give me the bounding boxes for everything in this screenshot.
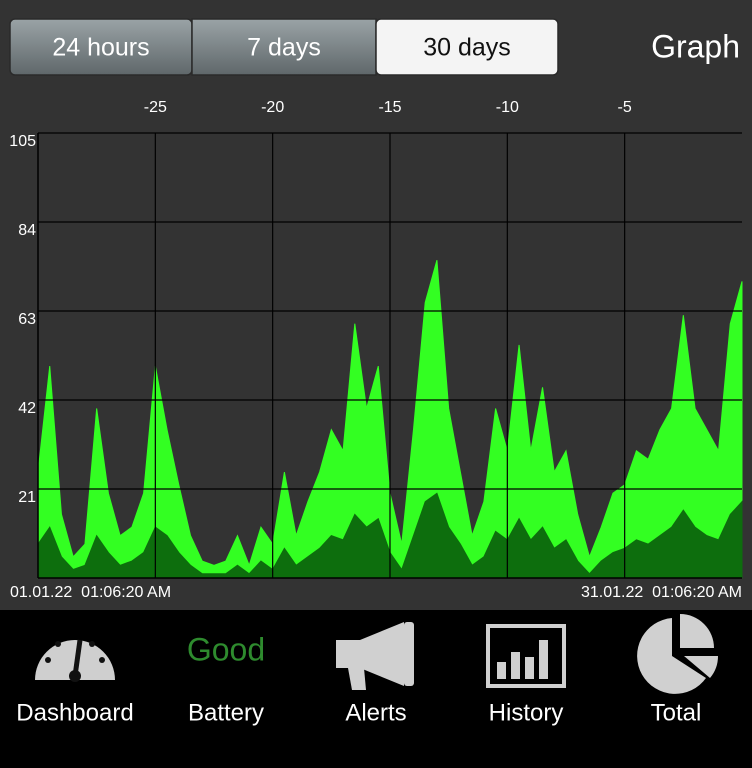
tab[interactable]: [191, 18, 377, 76]
x-start-label: 01.01.22 01:06:20 AM: [10, 584, 171, 601]
dashboard-icon: [35, 639, 115, 682]
x-tick-label: -5: [618, 99, 632, 116]
nav-item[interactable]: Alerts: [345, 699, 406, 726]
x-tick-label: -20: [261, 99, 284, 116]
tab-label[interactable]: 7 days: [247, 34, 321, 62]
tab[interactable]: [375, 18, 559, 76]
nav-item[interactable]: Total: [651, 699, 702, 726]
x-tick-label: -10: [496, 99, 519, 116]
area: [37, 260, 743, 579]
nav-items: Dashboard Battery Alerts History Total: [16, 699, 701, 726]
history-icon: [486, 624, 566, 688]
alerts-icon: [336, 622, 414, 690]
y-tick-label: 21: [18, 489, 36, 506]
y-tick-label: 63: [18, 311, 36, 328]
tab-label[interactable]: 24 hours: [52, 34, 149, 62]
screen-title: Graph: [651, 28, 740, 64]
area: [37, 492, 743, 579]
tab-label[interactable]: 30 days: [423, 34, 511, 62]
total-icon: [637, 614, 719, 694]
chart: 21 42 63 84 105 -25 -20 -15 -10 -5 01.01.22 01:06:…: [9, 99, 743, 601]
y-tick-label: 84: [18, 222, 36, 239]
x-tick-label: -15: [378, 99, 401, 116]
nav-item[interactable]: History: [489, 699, 564, 726]
x-end-label: 31.01.22 01:06:20 AM: [581, 584, 742, 601]
nav-item[interactable]: Dashboard: [16, 699, 133, 726]
nav-item[interactable]: Battery: [188, 699, 264, 726]
tab-bar: 24 hours 7 days 30 days: [9, 18, 559, 76]
battery-status: Good: [187, 631, 265, 667]
y-tick-label: 105: [9, 133, 36, 150]
x-tick-label: -25: [144, 99, 167, 116]
y-tick-label: 42: [18, 400, 36, 417]
